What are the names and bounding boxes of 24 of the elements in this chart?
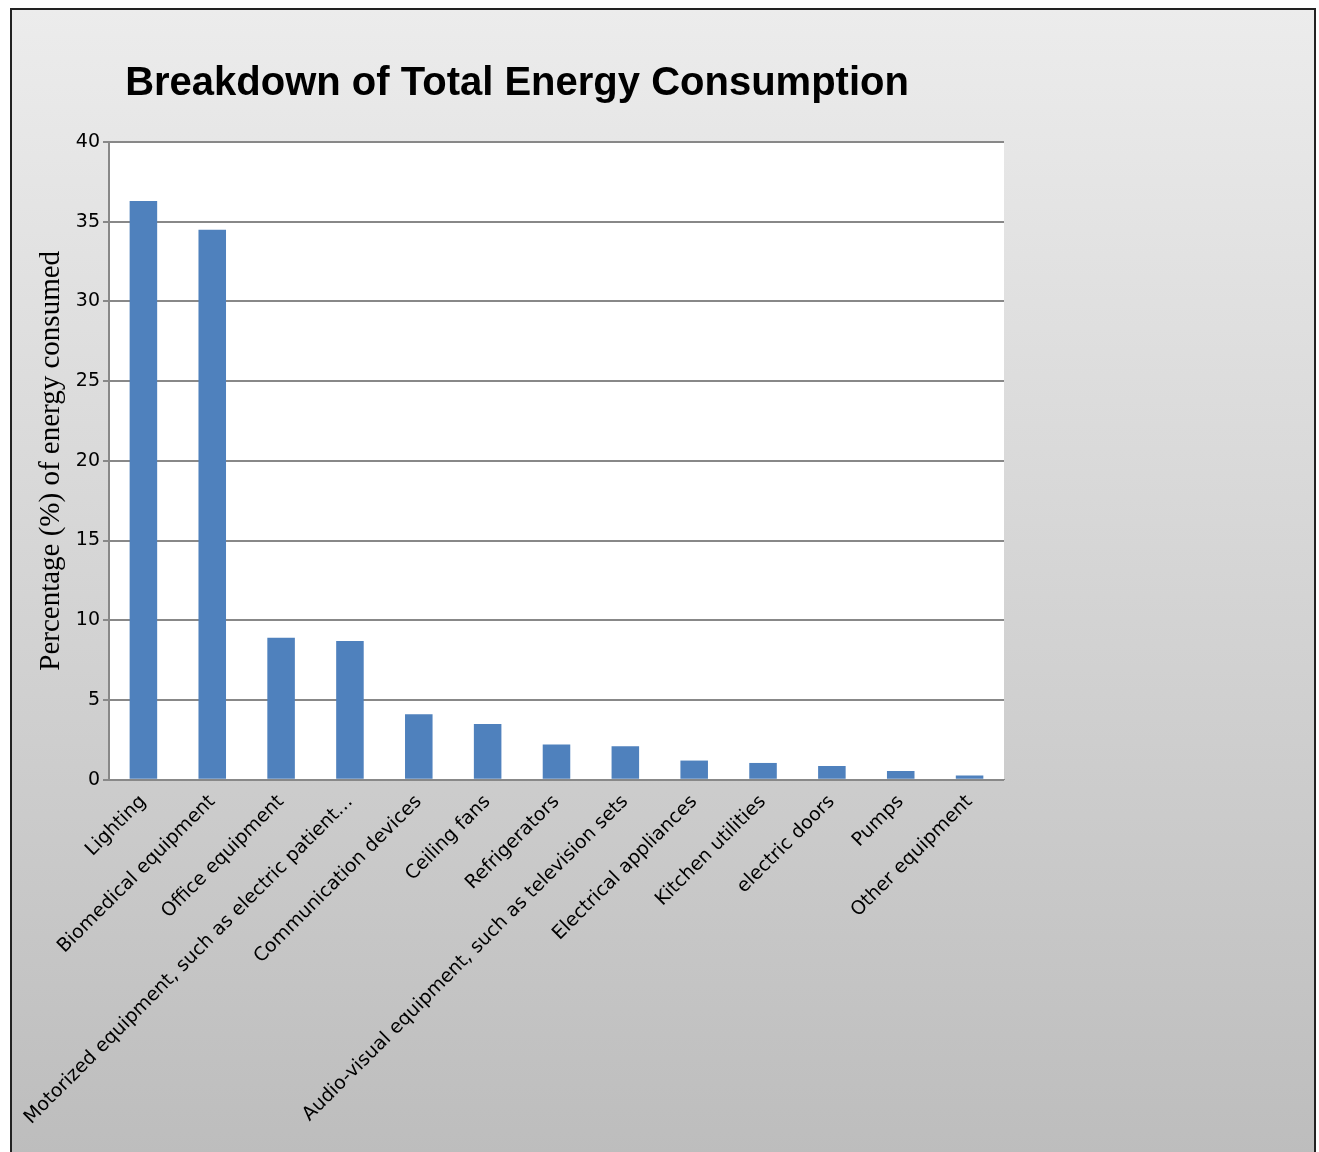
bar (129, 200, 158, 779)
chart-title: Breakdown of Total Energy Consumption (125, 59, 909, 104)
y-tick-label: 10 (75, 607, 100, 630)
y-tick-label: 25 (75, 368, 100, 391)
bar (267, 637, 295, 779)
y-tick-label: 15 (75, 527, 100, 550)
bar (198, 229, 227, 779)
bar (680, 760, 708, 779)
y-tick-label: 40 (75, 128, 100, 151)
bar (473, 723, 502, 779)
y-tick-label: 5 (87, 686, 100, 709)
bar (336, 641, 364, 779)
bar (818, 765, 846, 779)
bar (405, 714, 433, 779)
y-tick-label: 20 (75, 447, 100, 470)
bar (886, 770, 915, 779)
bar (611, 746, 640, 779)
y-tick-label: 35 (75, 208, 100, 231)
bar (955, 775, 984, 779)
bar (542, 744, 571, 779)
y-tick-label: 0 (87, 766, 100, 789)
y-axis-title: Percentage (%) of energy consumed (33, 250, 67, 671)
y-tick-label: 30 (75, 288, 100, 311)
bar (749, 762, 777, 779)
